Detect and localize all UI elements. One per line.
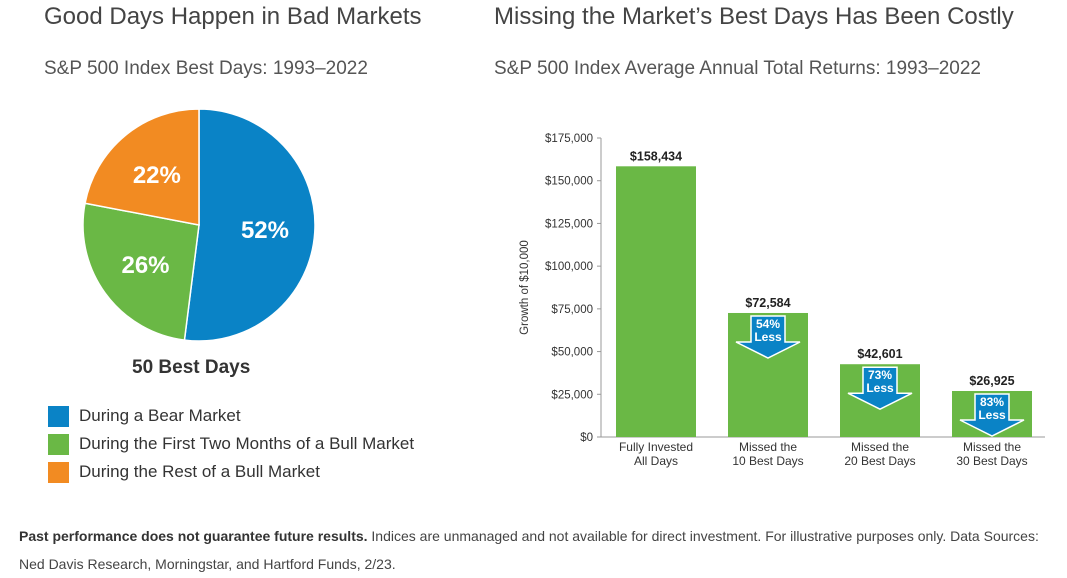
y-tick-label: $25,000: [551, 389, 593, 401]
y-tick-label: $150,000: [545, 176, 593, 188]
pie-label-bull-rest: 22%: [133, 162, 181, 189]
bar-chart-subtitle: S&P 500 Index Average Annual Total Retur…: [494, 58, 981, 79]
y-axis-label: Growth of $10,000: [519, 240, 531, 335]
legend-label-bear: During a Bear Market: [79, 406, 241, 425]
legend-swatch-bull-rest: [48, 461, 69, 483]
legend-label-bull-first: During the First Two Months of a Bull Ma…: [79, 434, 415, 453]
y-tick-label: $125,000: [545, 218, 593, 230]
legend-item-bull-first: During the First Two Months of a Bull Ma…: [48, 433, 414, 455]
bar-0: [616, 166, 696, 437]
pie-slice-bull-first: [82, 202, 200, 341]
less-arrow-label: Less: [754, 330, 782, 344]
pie-chart: 52% 26% 22%: [82, 108, 316, 342]
x-category-label: 20 Best Days: [844, 454, 915, 468]
y-tick-label: $175,000: [545, 133, 593, 145]
bar-value-label: $158,434: [630, 149, 682, 163]
y-tick-label: $75,000: [551, 304, 593, 316]
pie-chart-subtitle: S&P 500 Index Best Days: 1993–2022: [44, 58, 368, 79]
pie-label-bear: 52%: [241, 217, 289, 244]
x-category-label: All Days: [634, 454, 678, 468]
x-category-label: Missed the: [851, 440, 909, 454]
bar-value-label: $72,584: [745, 296, 790, 310]
pie-chart-title: Good Days Happen in Bad Markets: [44, 3, 422, 30]
bar-value-label: $26,925: [969, 374, 1014, 388]
footer-disclaimer: Past performance does not guarantee futu…: [19, 522, 1064, 578]
y-tick-label: $100,000: [545, 261, 593, 273]
less-arrow: [735, 315, 801, 359]
legend-item-bear: During a Bear Market: [48, 405, 241, 427]
less-arrow-label: Less: [978, 408, 1006, 422]
pie-label-bull-first: 26%: [121, 252, 169, 279]
less-arrow-label: 73%: [868, 368, 892, 382]
legend-swatch-bull-first: [48, 433, 69, 455]
pie-slice-bear: [183, 108, 316, 342]
y-tick-label: $0: [580, 432, 593, 444]
x-category-label: Missed the: [739, 440, 797, 454]
less-arrow: [959, 393, 1025, 437]
less-arrow-label: Less: [866, 381, 894, 395]
legend-item-bull-rest: During the Rest of a Bull Market: [48, 461, 320, 483]
footer-bold: Past performance does not guarantee futu…: [19, 528, 368, 544]
x-category-label: Missed the: [963, 440, 1021, 454]
pie-slice-bull-rest: [84, 108, 200, 226]
less-arrow: [847, 366, 913, 411]
legend-swatch-bear: [48, 405, 69, 427]
less-arrow-label: 83%: [980, 395, 1004, 409]
pie-center-label: 50 Best Days: [132, 357, 251, 378]
less-arrow-label: 54%: [756, 317, 780, 331]
bar-value-label: $42,601: [857, 347, 902, 361]
footer-text: Indices are unmanaged and not available …: [19, 528, 1039, 572]
x-category-label: 30 Best Days: [956, 454, 1027, 468]
x-category-label: 10 Best Days: [732, 454, 803, 468]
y-tick-label: $50,000: [551, 347, 593, 359]
x-category-label: Fully Invested: [619, 440, 693, 454]
bar-chart: $0 $25,000 $50,000 $75,000 $100,000 $125,000 $…: [519, 133, 1045, 468]
bar-chart-title: Missing the Market’s Best Days Has Been …: [494, 3, 1014, 30]
legend-label-bull-rest: During the Rest of a Bull Market: [79, 462, 320, 481]
